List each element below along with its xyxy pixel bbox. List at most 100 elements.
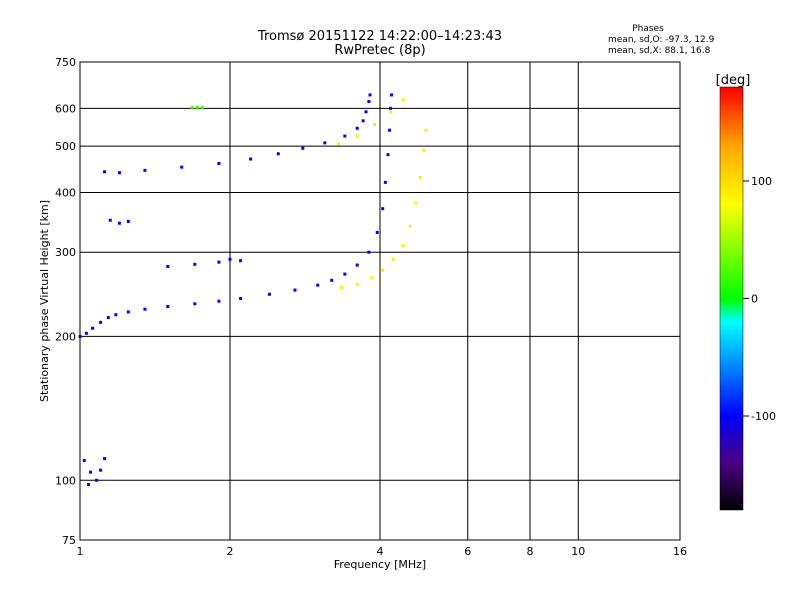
trace-point	[228, 257, 232, 261]
trace-point	[143, 307, 147, 311]
trace-point	[95, 478, 99, 482]
trace-point	[375, 230, 379, 234]
trace-point	[381, 207, 385, 211]
colorbar-ticks: 100 0 -100	[743, 175, 776, 423]
trace-point	[408, 224, 412, 228]
colorbar-tick-label: 0	[751, 293, 758, 306]
x-tick-label: 1	[77, 545, 84, 558]
trace-point	[86, 482, 90, 486]
trace-point	[166, 265, 170, 269]
stats-heading: Phases	[632, 24, 664, 34]
trace-point	[364, 110, 368, 114]
trace-point	[367, 250, 371, 254]
chart-title: Tromsø 20151122 14:22:00–14:23:43	[257, 29, 502, 44]
trace-point	[106, 316, 110, 320]
trace-point	[330, 278, 334, 282]
trace-point	[389, 106, 393, 110]
trace-point	[355, 126, 359, 130]
trace-point	[340, 286, 344, 290]
data-points	[78, 93, 428, 486]
trace-point	[143, 168, 147, 172]
y-tick-label: 300	[55, 246, 76, 259]
x-tick-label: 10	[571, 545, 585, 558]
colorbar	[719, 86, 744, 511]
x-tick-label: 6	[464, 545, 471, 558]
trace-point	[126, 219, 130, 223]
grid-lines	[80, 62, 680, 540]
trace-point	[401, 98, 405, 102]
trace-point	[193, 262, 197, 266]
y-axis-label: Stationary phase Virtual Height [km]	[38, 200, 51, 402]
trace-point	[99, 320, 103, 324]
trace-point	[84, 331, 88, 335]
trace-point	[217, 299, 221, 303]
trace-point	[301, 146, 305, 150]
stats-o-mode: mean, sd,O: -97.3, 12.9	[608, 35, 715, 45]
trace-point	[103, 457, 107, 461]
trace-point	[373, 123, 377, 127]
y-tick-label: 400	[55, 186, 76, 199]
chart-subtitle: RwPretec (8p)	[334, 43, 425, 58]
y-tick-label: 75	[62, 534, 76, 547]
trace-point	[217, 260, 221, 264]
trace-point	[126, 310, 130, 314]
x-tick-label: 8	[527, 545, 534, 558]
trace-point	[193, 302, 197, 306]
stats-x-mode: mean, sd,X: 88.1, 16.8	[608, 46, 711, 56]
trace-point	[368, 93, 372, 97]
trace-point	[424, 128, 428, 132]
trace-point	[200, 105, 204, 109]
colorbar-tick-label: 100	[751, 175, 772, 188]
trace-point	[239, 297, 243, 301]
x-tick-label: 2	[227, 545, 234, 558]
axis-ticks: 1 2 4 6 8 10 16 75 100 200 300 400 500 600 750	[55, 56, 687, 558]
trace-point	[390, 93, 394, 97]
trace-point	[276, 152, 280, 156]
trace-point	[355, 282, 359, 286]
trace-point	[381, 268, 385, 272]
trace-point	[89, 470, 93, 474]
trace-point	[367, 100, 371, 104]
trace-point	[99, 468, 103, 472]
trace-point	[103, 170, 107, 174]
trace-point	[355, 263, 359, 267]
y-tick-label: 200	[55, 330, 76, 343]
trace-point	[422, 148, 426, 152]
trace-point	[336, 142, 340, 146]
colorbar-tick-label: -100	[751, 410, 776, 423]
y-tick-label: 750	[55, 56, 76, 69]
trace-point	[389, 110, 393, 114]
trace-point	[117, 171, 121, 175]
trace-point	[180, 165, 184, 169]
trace-point	[343, 272, 347, 276]
trace-point	[91, 326, 95, 330]
trace-point	[217, 161, 221, 165]
x-tick-label: 4	[377, 545, 384, 558]
trace-point	[391, 257, 395, 261]
trace-point	[249, 157, 253, 161]
trace-point	[316, 283, 320, 287]
trace-point	[78, 334, 82, 338]
trace-point	[108, 218, 112, 222]
trace-point	[383, 180, 387, 184]
trace-point	[418, 175, 422, 179]
trace-point	[370, 276, 374, 280]
trace-point	[388, 128, 392, 132]
trace-point	[323, 141, 327, 145]
trace-point	[239, 259, 243, 263]
trace-point	[267, 292, 271, 296]
y-tick-label: 600	[55, 102, 76, 115]
trace-point	[343, 134, 347, 138]
x-axis-label: Frequency [MHz]	[334, 558, 426, 571]
trace-point	[293, 288, 297, 292]
trace-point	[361, 119, 365, 123]
trace-point	[166, 304, 170, 308]
y-tick-label: 100	[55, 474, 76, 487]
trace-point	[195, 105, 199, 109]
trace-point	[386, 153, 390, 157]
trace-point	[114, 313, 118, 317]
trace-point	[190, 105, 194, 109]
trace-point	[355, 134, 359, 138]
trace-point	[401, 243, 405, 247]
